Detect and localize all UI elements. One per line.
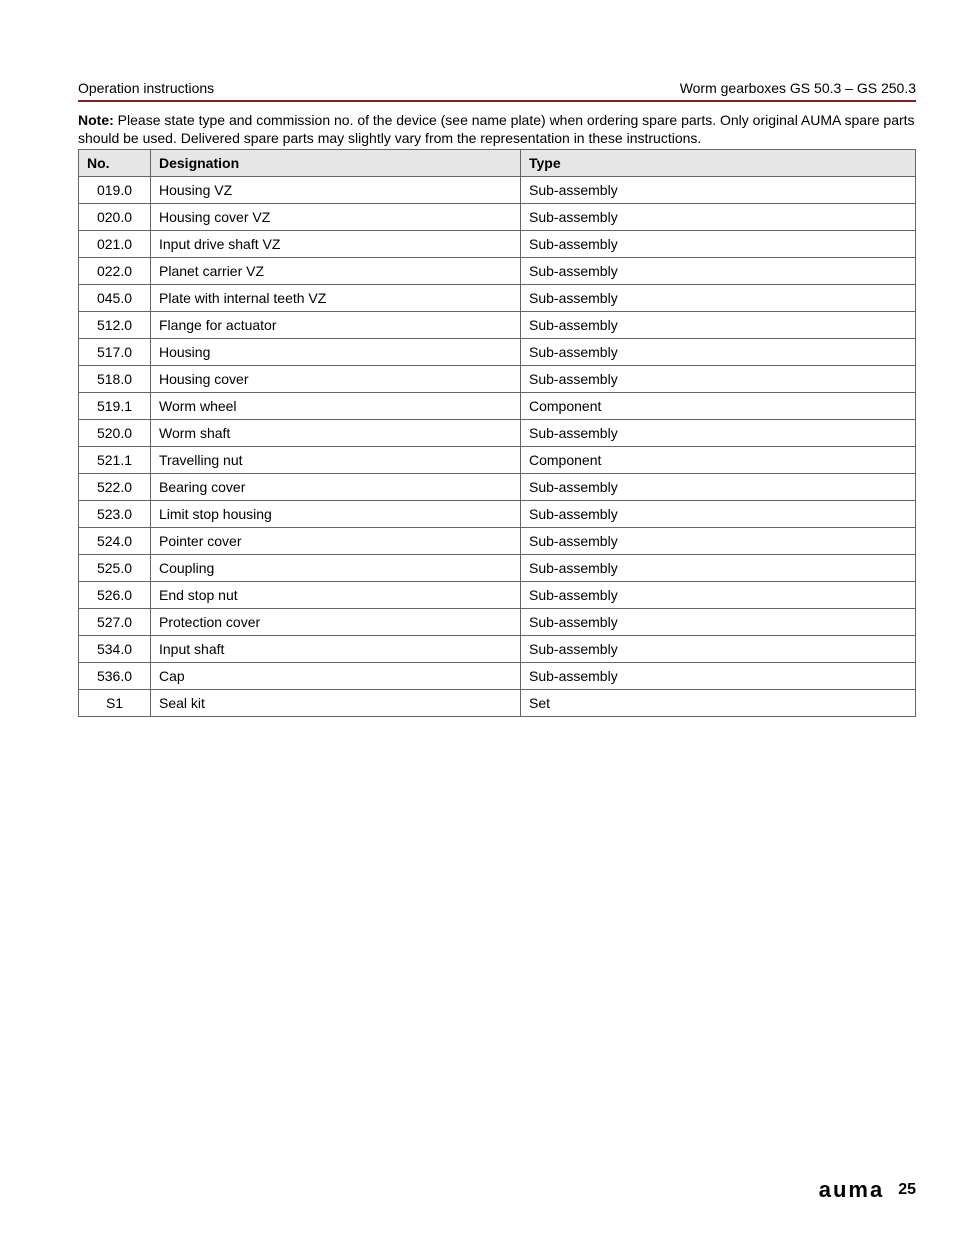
header-left: Operation instructions — [78, 80, 214, 96]
cell-no: 022.0 — [79, 258, 151, 285]
table-row: 523.0Limit stop housingSub-assembly — [79, 501, 916, 528]
cell-type: Sub-assembly — [521, 528, 916, 555]
cell-designation: Flange for actuator — [151, 312, 521, 339]
cell-designation: Bearing cover — [151, 474, 521, 501]
cell-type: Set — [521, 690, 916, 717]
cell-no: 521.1 — [79, 447, 151, 474]
cell-type: Sub-assembly — [521, 258, 916, 285]
cell-type: Sub-assembly — [521, 474, 916, 501]
table-row: 518.0Housing coverSub-assembly — [79, 366, 916, 393]
cell-type: Sub-assembly — [521, 501, 916, 528]
cell-designation: Housing cover — [151, 366, 521, 393]
cell-type: Sub-assembly — [521, 420, 916, 447]
cell-designation: Worm shaft — [151, 420, 521, 447]
cell-no: 525.0 — [79, 555, 151, 582]
header-rule — [78, 100, 916, 102]
table-row: 517.0HousingSub-assembly — [79, 339, 916, 366]
cell-type: Sub-assembly — [521, 555, 916, 582]
cell-designation: Input drive shaft VZ — [151, 231, 521, 258]
cell-no: 526.0 — [79, 582, 151, 609]
cell-designation: Travelling nut — [151, 447, 521, 474]
table-row: 525.0CouplingSub-assembly — [79, 555, 916, 582]
table-row: 524.0Pointer coverSub-assembly — [79, 528, 916, 555]
cell-no: 512.0 — [79, 312, 151, 339]
note-label: Note: — [78, 112, 114, 128]
note-paragraph: Note: Please state type and commission n… — [78, 112, 916, 147]
brand-logo: auma — [819, 1177, 884, 1203]
cell-designation: Cap — [151, 663, 521, 690]
cell-no: 524.0 — [79, 528, 151, 555]
cell-type: Sub-assembly — [521, 177, 916, 204]
cell-designation: Housing — [151, 339, 521, 366]
cell-no: 519.1 — [79, 393, 151, 420]
cell-no: 045.0 — [79, 285, 151, 312]
cell-no: S1 — [79, 690, 151, 717]
cell-type: Component — [521, 393, 916, 420]
cell-no: 020.0 — [79, 204, 151, 231]
cell-designation: Worm wheel — [151, 393, 521, 420]
cell-designation: Planet carrier VZ — [151, 258, 521, 285]
cell-no: 021.0 — [79, 231, 151, 258]
table-row: 020.0Housing cover VZSub-assembly — [79, 204, 916, 231]
table-row: 045.0Plate with internal teeth VZSub-ass… — [79, 285, 916, 312]
cell-type: Component — [521, 447, 916, 474]
table-row: 512.0Flange for actuatorSub-assembly — [79, 312, 916, 339]
cell-designation: Protection cover — [151, 609, 521, 636]
cell-type: Sub-assembly — [521, 339, 916, 366]
cell-no: 522.0 — [79, 474, 151, 501]
cell-no: 523.0 — [79, 501, 151, 528]
cell-no: 527.0 — [79, 609, 151, 636]
cell-type: Sub-assembly — [521, 285, 916, 312]
header-right: Worm gearboxes GS 50.3 – GS 250.3 — [680, 80, 916, 96]
table-row: S1Seal kitSet — [79, 690, 916, 717]
note-text: Please state type and commission no. of … — [78, 112, 915, 146]
cell-designation: Housing VZ — [151, 177, 521, 204]
table-row: 521.1Travelling nutComponent — [79, 447, 916, 474]
cell-type: Sub-assembly — [521, 312, 916, 339]
page-footer: auma 25 — [819, 1177, 916, 1203]
cell-designation: Seal kit — [151, 690, 521, 717]
table-row: 534.0Input shaftSub-assembly — [79, 636, 916, 663]
cell-designation: Plate with internal teeth VZ — [151, 285, 521, 312]
col-header-no: No. — [79, 150, 151, 177]
cell-designation: End stop nut — [151, 582, 521, 609]
cell-designation: Pointer cover — [151, 528, 521, 555]
table-row: 021.0Input drive shaft VZSub-assembly — [79, 231, 916, 258]
col-header-type: Type — [521, 150, 916, 177]
cell-type: Sub-assembly — [521, 366, 916, 393]
cell-type: Sub-assembly — [521, 231, 916, 258]
table-row: 522.0Bearing coverSub-assembly — [79, 474, 916, 501]
table-row: 526.0End stop nutSub-assembly — [79, 582, 916, 609]
page-header: Operation instructions Worm gearboxes GS… — [78, 80, 916, 100]
cell-type: Sub-assembly — [521, 582, 916, 609]
page-number: 25 — [898, 1181, 916, 1199]
cell-designation: Input shaft — [151, 636, 521, 663]
table-row: 536.0CapSub-assembly — [79, 663, 916, 690]
cell-type: Sub-assembly — [521, 204, 916, 231]
cell-type: Sub-assembly — [521, 609, 916, 636]
table-row: 019.0Housing VZSub-assembly — [79, 177, 916, 204]
col-header-designation: Designation — [151, 150, 521, 177]
cell-no: 520.0 — [79, 420, 151, 447]
cell-no: 536.0 — [79, 663, 151, 690]
cell-type: Sub-assembly — [521, 636, 916, 663]
table-body: 019.0Housing VZSub-assembly020.0Housing … — [79, 177, 916, 717]
table-row: 520.0Worm shaftSub-assembly — [79, 420, 916, 447]
cell-designation: Housing cover VZ — [151, 204, 521, 231]
table-row: 519.1Worm wheelComponent — [79, 393, 916, 420]
cell-no: 518.0 — [79, 366, 151, 393]
cell-no: 517.0 — [79, 339, 151, 366]
cell-no: 019.0 — [79, 177, 151, 204]
cell-designation: Coupling — [151, 555, 521, 582]
cell-no: 534.0 — [79, 636, 151, 663]
cell-designation: Limit stop housing — [151, 501, 521, 528]
cell-type: Sub-assembly — [521, 663, 916, 690]
table-row: 527.0Protection coverSub-assembly — [79, 609, 916, 636]
table-row: 022.0Planet carrier VZSub-assembly — [79, 258, 916, 285]
parts-table: No. Designation Type 019.0Housing VZSub-… — [78, 149, 916, 717]
table-header-row: No. Designation Type — [79, 150, 916, 177]
